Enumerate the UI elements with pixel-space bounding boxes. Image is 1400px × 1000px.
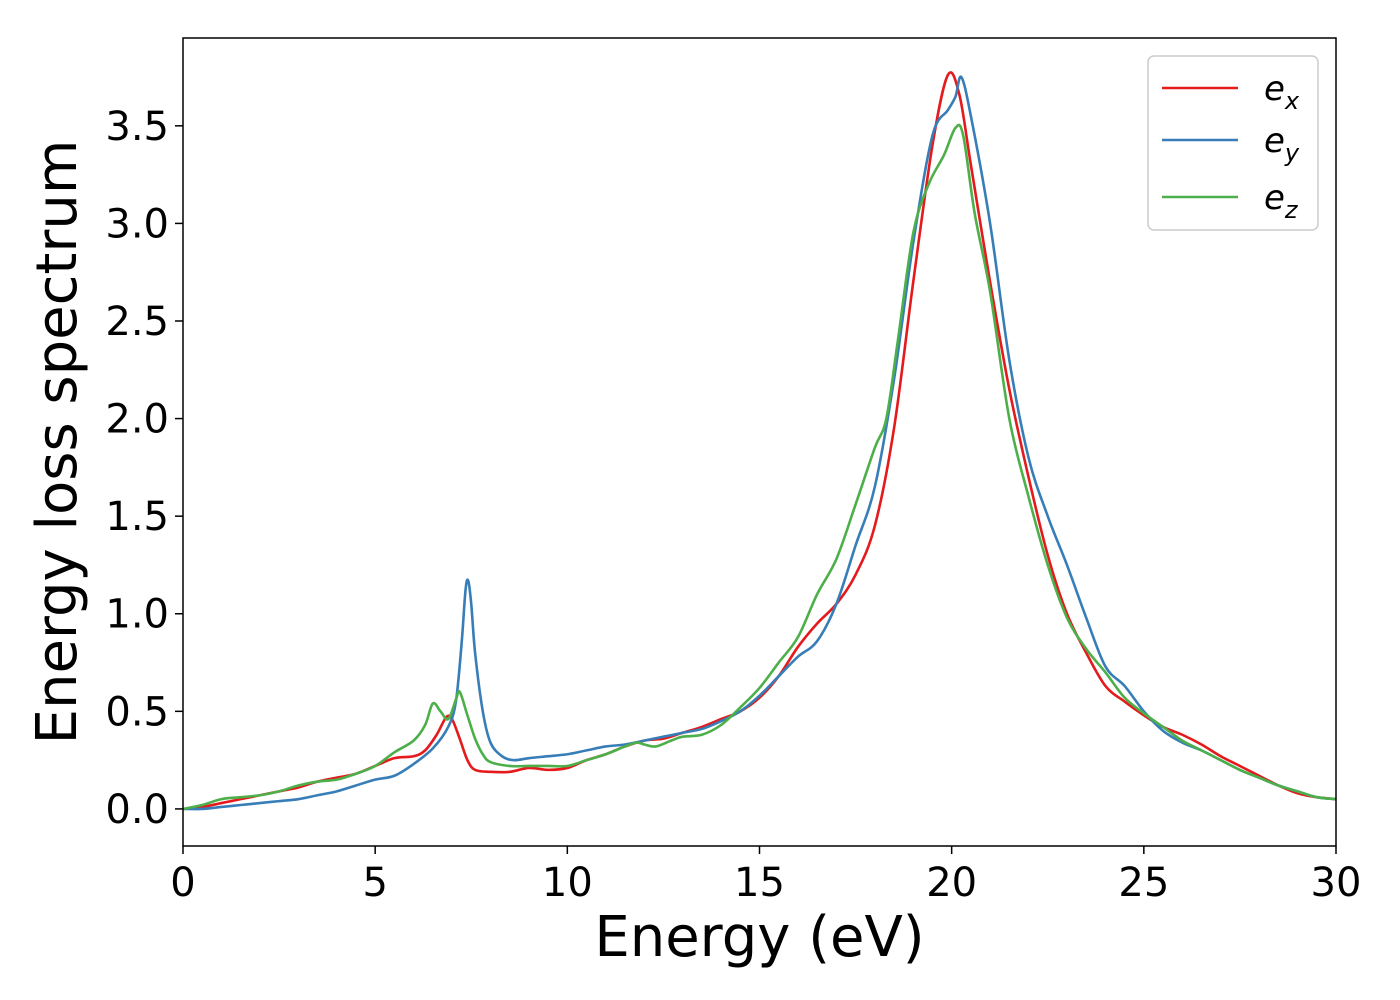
y-tick-label: 3.5 — [105, 104, 169, 150]
y-tick-label: 3.0 — [105, 201, 169, 247]
x-tick-label: 10 — [542, 860, 593, 906]
x-axis-title: Energy (eV) — [594, 905, 924, 970]
x-tick-label: 5 — [362, 860, 387, 906]
x-tick-label: 30 — [1311, 860, 1362, 906]
y-tick-label: 0.0 — [105, 787, 169, 833]
y-tick-label: 1.0 — [105, 592, 169, 638]
x-tick-label: 15 — [734, 860, 785, 906]
y-tick-label: 1.5 — [105, 494, 169, 540]
series-line-e-z — [182, 123, 1337, 811]
x-tick-label: 0 — [170, 860, 195, 906]
x-axis: 0 5 10 15 20 25 30 — [170, 846, 1361, 906]
x-tick-label: 20 — [926, 860, 977, 906]
y-tick-label: 2.0 — [105, 397, 169, 443]
y-tick-label: 0.5 — [105, 689, 169, 735]
y-axis: 0.0 0.5 1.0 1.5 2.0 2.5 3.0 3.5 — [105, 104, 183, 833]
x-tick-label: 25 — [1118, 860, 1169, 906]
legend-box — [1147, 55, 1319, 231]
y-axis-title: Energy loss spectrum — [25, 140, 90, 745]
y-tick-label: 2.5 — [105, 299, 169, 345]
series-layer — [182, 71, 1337, 811]
